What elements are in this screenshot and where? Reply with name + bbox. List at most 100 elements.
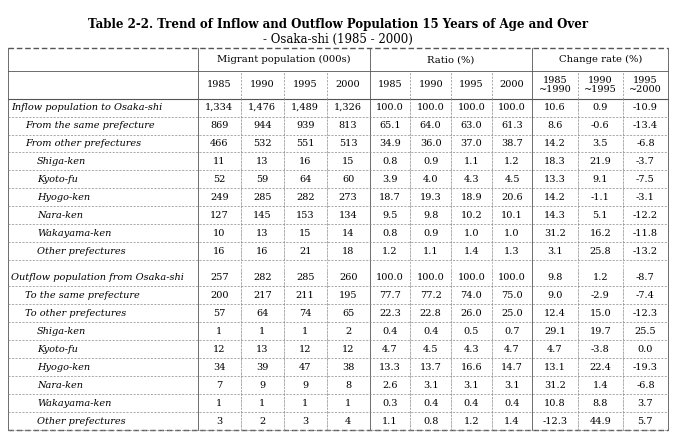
Text: 1: 1 xyxy=(216,327,222,336)
Text: 12: 12 xyxy=(342,345,354,354)
Text: 12: 12 xyxy=(213,345,226,354)
Text: 37.0: 37.0 xyxy=(460,139,482,148)
Text: 1,334: 1,334 xyxy=(206,103,233,112)
Text: 100.0: 100.0 xyxy=(498,273,526,282)
Text: 4: 4 xyxy=(345,417,352,425)
Text: -6.8: -6.8 xyxy=(636,381,655,390)
Text: -10.9: -10.9 xyxy=(633,103,658,112)
Text: 57: 57 xyxy=(213,309,226,318)
Text: Shiga-ken: Shiga-ken xyxy=(37,157,87,166)
Text: -3.8: -3.8 xyxy=(591,345,610,354)
Text: 2000: 2000 xyxy=(500,81,525,89)
Text: 3.1: 3.1 xyxy=(504,381,520,390)
Text: 4.7: 4.7 xyxy=(382,345,397,354)
Text: 0.4: 0.4 xyxy=(382,327,397,336)
Text: 4.3: 4.3 xyxy=(464,175,479,184)
Text: 2: 2 xyxy=(345,327,352,336)
Text: 869: 869 xyxy=(210,121,228,130)
Text: 1.2: 1.2 xyxy=(592,273,608,282)
Text: 26.0: 26.0 xyxy=(460,309,482,318)
Text: 59: 59 xyxy=(256,175,268,184)
Text: 14: 14 xyxy=(342,229,354,238)
Text: 2.6: 2.6 xyxy=(382,381,397,390)
Text: 1.4: 1.4 xyxy=(504,417,520,425)
Text: 0.4: 0.4 xyxy=(423,327,439,336)
Text: 14.7: 14.7 xyxy=(501,363,523,372)
Text: 31.2: 31.2 xyxy=(544,229,566,238)
Text: 1,476: 1,476 xyxy=(248,103,276,112)
Text: 15: 15 xyxy=(299,229,312,238)
Text: 13.3: 13.3 xyxy=(544,175,566,184)
Text: Migrant population (000s): Migrant population (000s) xyxy=(217,55,351,64)
Text: 36.0: 36.0 xyxy=(420,139,441,148)
Text: 9.1: 9.1 xyxy=(592,175,608,184)
Text: 10.8: 10.8 xyxy=(544,399,566,407)
Text: 3.1: 3.1 xyxy=(423,381,439,390)
Text: 5.7: 5.7 xyxy=(637,417,653,425)
Text: 145: 145 xyxy=(253,211,272,220)
Text: 153: 153 xyxy=(296,211,314,220)
Text: -12.2: -12.2 xyxy=(633,211,658,220)
Text: Wakayama-ken: Wakayama-ken xyxy=(37,399,112,407)
Text: 285: 285 xyxy=(296,273,314,282)
Text: 211: 211 xyxy=(296,291,314,300)
Text: 3.1: 3.1 xyxy=(464,381,479,390)
Text: 1.4: 1.4 xyxy=(592,381,608,390)
Text: 285: 285 xyxy=(253,193,272,202)
Text: Other prefectures: Other prefectures xyxy=(37,247,126,256)
Text: 1: 1 xyxy=(259,399,266,407)
Text: 100.0: 100.0 xyxy=(376,273,404,282)
Text: 25.8: 25.8 xyxy=(589,247,611,256)
Text: 21.9: 21.9 xyxy=(589,157,611,166)
Text: 0.0: 0.0 xyxy=(637,345,653,354)
Text: 19.3: 19.3 xyxy=(420,193,441,202)
Text: 10: 10 xyxy=(213,229,226,238)
Text: 77.7: 77.7 xyxy=(379,291,401,300)
Text: 52: 52 xyxy=(213,175,226,184)
Text: 0.8: 0.8 xyxy=(423,417,438,425)
Text: 195: 195 xyxy=(339,291,358,300)
Text: 1995
~2000: 1995 ~2000 xyxy=(629,76,662,94)
Text: 4.5: 4.5 xyxy=(423,345,439,354)
Text: 65.1: 65.1 xyxy=(379,121,401,130)
Text: 0.4: 0.4 xyxy=(423,399,439,407)
Text: Other prefectures: Other prefectures xyxy=(37,417,126,425)
Text: 217: 217 xyxy=(253,291,272,300)
Text: 939: 939 xyxy=(296,121,314,130)
Text: 4.3: 4.3 xyxy=(464,345,479,354)
Text: 0.8: 0.8 xyxy=(383,229,397,238)
Text: 9.8: 9.8 xyxy=(423,211,438,220)
Text: From other prefectures: From other prefectures xyxy=(25,139,141,148)
Text: 0.8: 0.8 xyxy=(383,157,397,166)
Text: 551: 551 xyxy=(296,139,314,148)
Text: -13.4: -13.4 xyxy=(633,121,658,130)
Text: 100.0: 100.0 xyxy=(417,103,445,112)
Text: 13.3: 13.3 xyxy=(379,363,401,372)
Text: 18.3: 18.3 xyxy=(544,157,566,166)
Text: 18.9: 18.9 xyxy=(460,193,482,202)
Text: 100.0: 100.0 xyxy=(458,103,485,112)
Text: 3: 3 xyxy=(302,417,308,425)
Text: 74: 74 xyxy=(299,309,312,318)
Text: Hyogo-ken: Hyogo-ken xyxy=(37,193,90,202)
Text: 22.3: 22.3 xyxy=(379,309,401,318)
Text: 38.7: 38.7 xyxy=(501,139,523,148)
Text: 1985: 1985 xyxy=(207,81,232,89)
Text: 1,326: 1,326 xyxy=(334,103,362,112)
Text: 31.2: 31.2 xyxy=(544,381,566,390)
Text: 260: 260 xyxy=(339,273,358,282)
Text: 22.8: 22.8 xyxy=(420,309,441,318)
Text: 77.2: 77.2 xyxy=(420,291,441,300)
Text: 1.2: 1.2 xyxy=(382,247,397,256)
Text: 4.5: 4.5 xyxy=(504,175,520,184)
Text: 9: 9 xyxy=(302,381,308,390)
Text: 16.2: 16.2 xyxy=(589,229,611,238)
Text: Kyoto-fu: Kyoto-fu xyxy=(37,175,78,184)
Text: 47: 47 xyxy=(299,363,312,372)
Text: 15.0: 15.0 xyxy=(589,309,611,318)
Text: 12: 12 xyxy=(299,345,312,354)
Text: 127: 127 xyxy=(210,211,228,220)
Text: 532: 532 xyxy=(253,139,272,148)
Text: -12.3: -12.3 xyxy=(542,417,568,425)
Text: 4.7: 4.7 xyxy=(547,345,563,354)
